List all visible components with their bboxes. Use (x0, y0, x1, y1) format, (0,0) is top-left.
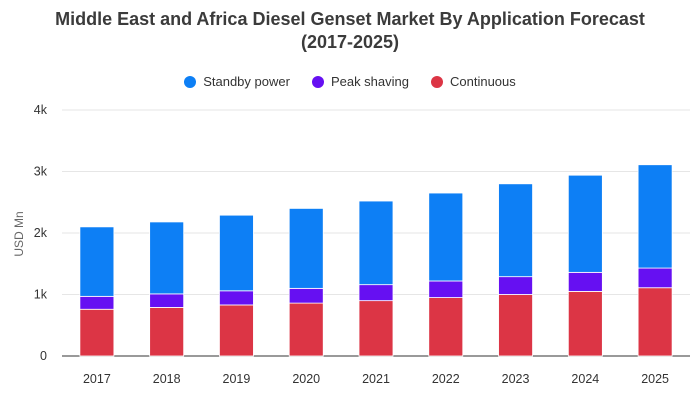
chart-title-line-1: Middle East and Africa Diesel Genset Mar… (55, 9, 645, 29)
legend-label-peak-shaving: Peak shaving (330, 74, 409, 89)
legend-marker-continuous (431, 75, 443, 88)
bar-standby-power-2017 (79, 226, 115, 297)
legend-item-standby-power[interactable]: Standby power (184, 74, 290, 89)
x-tick-label: 2020 (292, 372, 320, 386)
bar-continuous-2021 (358, 300, 394, 357)
y-tick-label: 1k (34, 288, 48, 302)
x-tick-label: 2024 (571, 372, 599, 386)
x-tick-label: 2017 (83, 372, 111, 386)
chart-title-line-2: (2017-2025) (300, 32, 400, 52)
legend-item-peak-shaving[interactable]: Peak shaving (311, 74, 409, 89)
y-axis-label: USD Mn (12, 211, 26, 256)
bar-continuous-2022 (428, 297, 464, 357)
y-tick-label: 4k (34, 103, 48, 117)
bar-continuous-2023 (498, 294, 533, 357)
bar-continuous-2020 (288, 302, 324, 357)
y-tick-label: 3k (34, 165, 48, 179)
bar-standby-power-2024 (567, 174, 603, 273)
bar-continuous-2025 (637, 287, 673, 357)
bar-standby-power-2019 (219, 214, 254, 292)
bar-standby-power-2018 (149, 221, 185, 295)
bar-peak-shaving-2025 (637, 267, 673, 289)
y-tick-label: 0 (40, 349, 47, 363)
x-tick-label: 2023 (502, 372, 530, 386)
bar-standby-power-2020 (288, 207, 324, 289)
legend-item-continuous[interactable]: Continuous (431, 74, 516, 89)
legend-label-standby-power: Standby power (203, 74, 290, 89)
bar-peak-shaving-2021 (358, 284, 394, 302)
bar-peak-shaving-2017 (79, 295, 115, 310)
x-tick-label: 2025 (641, 372, 669, 386)
bar-standby-power-2021 (358, 200, 394, 286)
bar-peak-shaving-2023 (498, 276, 533, 295)
bar-peak-shaving-2022 (428, 280, 464, 298)
bar-peak-shaving-2018 (149, 293, 185, 308)
x-tick-label: 2021 (362, 372, 390, 386)
legend-marker-peak-shaving (311, 75, 324, 88)
bar-peak-shaving-2024 (567, 271, 603, 292)
bar-peak-shaving-2020 (288, 287, 324, 304)
bar-standby-power-2023 (498, 183, 533, 278)
x-tick-label: 2019 (223, 372, 251, 386)
chart-title: Middle East and Africa Diesel Genset Mar… (0, 8, 700, 54)
bar-continuous-2017 (79, 308, 115, 357)
legend-label-continuous: Continuous (450, 74, 516, 89)
x-tick-label: 2022 (432, 372, 460, 386)
legend-marker-standby-power (184, 75, 197, 88)
bar-continuous-2019 (219, 304, 254, 357)
bar-continuous-2018 (149, 307, 185, 357)
y-tick-label: 2k (34, 226, 48, 240)
x-tick-label: 2018 (153, 372, 181, 386)
bar-standby-power-2022 (428, 192, 464, 282)
bar-standby-power-2025 (637, 164, 673, 269)
chart-legend: Standby power Peak shaving Continuous (0, 74, 700, 89)
bar-continuous-2024 (567, 291, 603, 357)
bar-peak-shaving-2019 (219, 290, 254, 306)
